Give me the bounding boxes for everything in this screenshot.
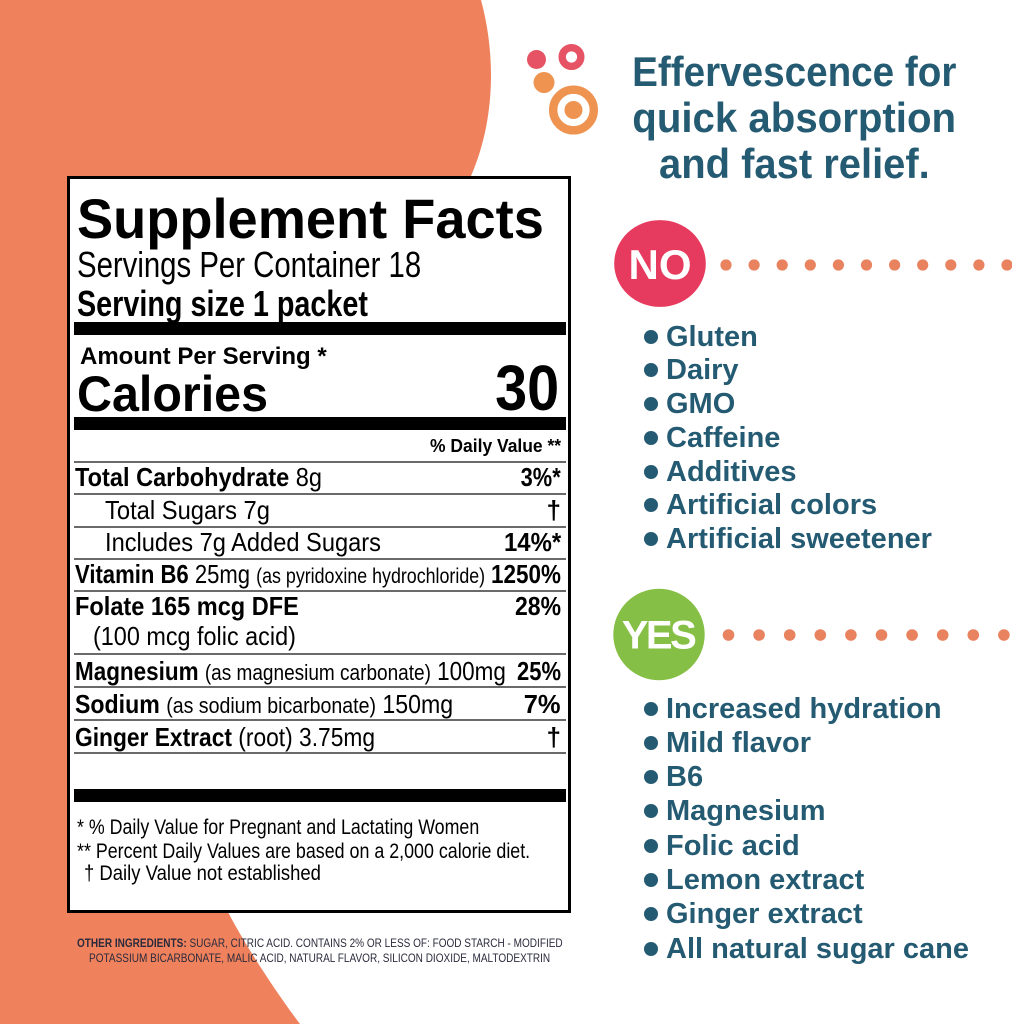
svg-text:NO: NO [629,241,692,288]
svg-text:YES: YES [622,614,696,658]
